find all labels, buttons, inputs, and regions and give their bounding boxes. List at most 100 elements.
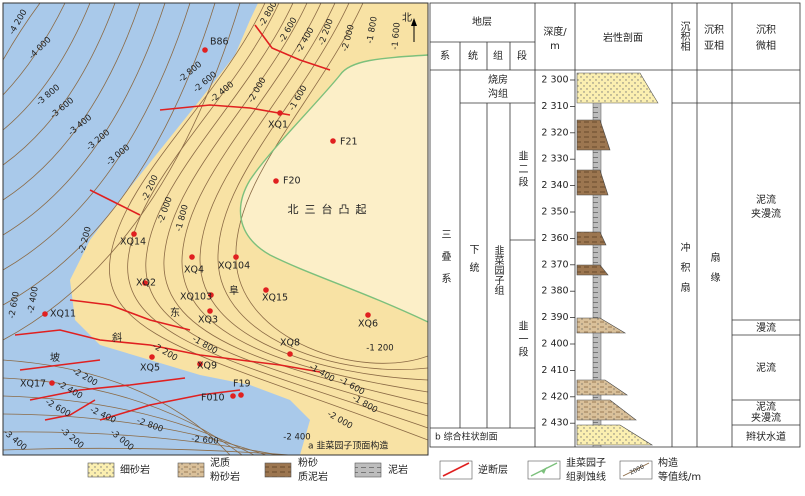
well <box>197 361 203 367</box>
well-label: XQ9 <box>197 361 217 372</box>
depth-label: 2 340 <box>541 180 568 191</box>
column-frame <box>429 2 801 448</box>
header: m <box>550 41 560 52</box>
north-label: 北 <box>402 12 412 24</box>
well-label: B86 <box>210 37 229 48</box>
faults <box>14 24 331 421</box>
region-label: 坡 <box>50 351 60 364</box>
legend-swatch <box>354 462 382 478</box>
well <box>230 393 236 399</box>
depth-label: 2 360 <box>541 233 568 244</box>
depth-label: 2 330 <box>541 154 568 165</box>
formation: 韭菜园子组 <box>492 245 504 295</box>
microfacies: 辫状水道 <box>746 430 786 443</box>
contour-line <box>145 3 428 417</box>
well <box>202 47 208 53</box>
contour-label: -1 200 <box>366 344 393 354</box>
header: 系 <box>440 50 450 62</box>
contour-line <box>199 3 428 381</box>
subfacies: 扇缘 <box>708 251 720 292</box>
legend-label: 组剥蚀线 <box>566 470 606 483</box>
region-label: 阜 <box>229 284 239 297</box>
well-label: XQ11 <box>50 309 76 320</box>
well <box>42 311 48 317</box>
well <box>49 380 55 386</box>
erosion-line <box>239 54 428 323</box>
depth-label: 2 370 <box>541 259 568 270</box>
legend-swatch <box>87 462 115 478</box>
well-label: XQ104 <box>218 261 250 272</box>
fault <box>19 359 101 371</box>
sandstone-bed <box>576 72 659 104</box>
contour-line <box>3 3 166 236</box>
depth-label: 2 380 <box>541 286 568 297</box>
legend-label: 韭菜园子 <box>566 457 606 469</box>
map-caption: a 韭菜园子顶面构造 <box>308 440 388 452</box>
contour-label: -1 600 <box>390 22 402 50</box>
depth-label: 2 390 <box>541 312 568 323</box>
stratigraphic-column: 地层 系 统 组 段 深度/ m 岩性剖面 沉积相 沉积 亚相 沉积 微相 三叠… <box>429 2 801 448</box>
depth-label: 2 350 <box>541 207 568 218</box>
legend-swatch <box>264 462 292 478</box>
sandstone-bed <box>576 424 654 446</box>
system: 三叠系 <box>439 229 451 295</box>
microfacies: 泥流 <box>756 193 776 206</box>
member: 韭一段 <box>516 320 528 359</box>
contour-line <box>3 3 66 96</box>
well-label: XQ3 <box>198 315 218 326</box>
contour-label: -2 400 <box>26 286 41 315</box>
legend-label: 逆断层 <box>478 463 508 476</box>
depth-label: 2 420 <box>541 391 568 402</box>
well-label: XQ2 <box>136 278 156 289</box>
well <box>207 308 213 314</box>
legend-label: 粉砂 <box>298 456 318 469</box>
contour-line <box>217 3 428 370</box>
header: 微相 <box>756 39 776 52</box>
contour-line <box>3 3 216 306</box>
well <box>277 110 283 116</box>
legend-fault <box>442 462 470 477</box>
siltstone-bed <box>576 399 637 421</box>
well-label: F010 <box>201 393 225 404</box>
depth-label: 2 430 <box>541 418 568 429</box>
well <box>287 351 293 357</box>
well-label: XQ8 <box>280 338 300 349</box>
silty-mudstone-bed <box>576 169 609 196</box>
header: 沉积相 <box>678 20 690 51</box>
fault <box>159 104 291 116</box>
facies: 冲积扇 <box>678 241 690 302</box>
header: 统 <box>468 49 478 62</box>
header: 深度/ <box>543 25 567 38</box>
contour-line <box>181 3 428 393</box>
region-label: 北三台凸起 <box>288 202 373 216</box>
region-label: 东 <box>170 306 180 319</box>
header: 组 <box>493 49 503 62</box>
eroded-area <box>240 55 428 322</box>
legend-swatch <box>177 462 205 478</box>
microfacies: 泥流 <box>756 400 776 413</box>
fault <box>14 329 321 373</box>
header: 亚相 <box>704 39 724 52</box>
fault <box>69 299 191 331</box>
well <box>189 254 195 260</box>
contour-label: -2 600 <box>191 434 219 446</box>
legend-label: 细砂岩 <box>120 463 150 476</box>
legend-label: 质泥岩 <box>298 470 328 483</box>
well-label: F19 <box>233 379 251 390</box>
silty-mudstone-bed <box>576 119 611 151</box>
lithology <box>576 72 659 448</box>
silty-mudstone-bed <box>576 231 607 246</box>
well-label: XQ5 <box>140 363 160 374</box>
map-frame <box>2 2 429 456</box>
microfacies: 夹漫流 <box>751 207 781 220</box>
legend-label: 泥岩 <box>388 463 408 476</box>
contour-line <box>3 3 116 166</box>
map: -4 200-4 000-3 800-3 600-3 400-3 200-3 0… <box>3 3 428 455</box>
siltstone-bed <box>576 317 627 334</box>
contour-label: -2 600 <box>7 291 22 320</box>
column-caption: b 综合柱状剖面 <box>435 431 498 443</box>
header: 沉积 <box>704 23 724 36</box>
header: 段 <box>517 49 527 62</box>
contour-line <box>163 3 428 405</box>
